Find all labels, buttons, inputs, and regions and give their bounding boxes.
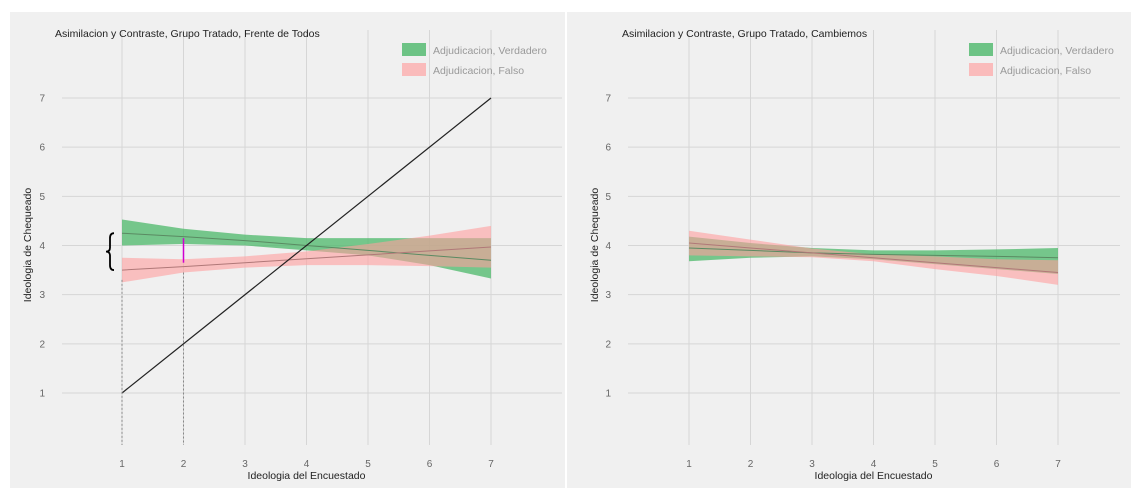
right-y-tick-label: 7 (605, 94, 611, 105)
right-y-tick-label: 3 (605, 290, 611, 301)
right-y-axis-label: Ideologia de Chequeado (589, 188, 601, 303)
left-y-axis-label: Ideologia de Chequeado (22, 188, 34, 303)
right-fit-line-verdadero (688, 247, 1059, 259)
right-chart-title: Asimilacion y Contraste, Grupo Tratado, … (622, 28, 867, 40)
left-x-tick-label: 3 (242, 459, 248, 470)
right-x-tick-label: 7 (1055, 459, 1061, 470)
left-y-tick-label: 2 (39, 339, 45, 350)
left-y-tick-label: 3 (39, 290, 45, 301)
right-y-tick-label: 5 (605, 192, 611, 203)
right-x-tick-label: 2 (748, 459, 754, 470)
right-x-tick-label: 6 (994, 459, 1000, 470)
right-y-tick-label: 2 (605, 339, 611, 350)
left-x-tick-label: 5 (365, 459, 371, 470)
right-y-tick-label: 4 (605, 241, 611, 252)
left-y-tick-label: 5 (39, 192, 45, 203)
left-chart-panel: 1 2 3 4 5 6 7 1 2 3 4 5 6 7 Asimilacion y Contraste, G… (22, 28, 562, 482)
left-y-tick-label: 7 (39, 94, 45, 105)
left-x-tick-label: 6 (427, 459, 433, 470)
left-legend-label-falso: Adjudicacion, Falso (433, 65, 524, 77)
right-legend-swatch-verdadero (969, 43, 993, 56)
left-legend-swatch-falso (402, 63, 426, 76)
right-legend-swatch-falso (969, 63, 993, 76)
left-x-tick-label: 4 (304, 459, 310, 470)
left-diagonal-reference-line (121, 97, 492, 394)
right-x-tick-label: 5 (932, 459, 938, 470)
left-x-tick-label: 7 (488, 459, 494, 470)
left-legend-swatch-verdadero (402, 43, 426, 56)
left-x-axis-label: Ideologia del Encuestado (248, 470, 366, 482)
left-chart-title: Asimilacion y Contraste, Grupo Tratado, … (55, 28, 320, 40)
right-x-tick-label: 1 (686, 459, 692, 470)
left-x-tick-label: 2 (181, 459, 187, 470)
left-fit-line-falso (121, 246, 492, 271)
right-x-tick-label: 4 (871, 459, 877, 470)
right-legend-label-falso: Adjudicacion, Falso (1000, 65, 1091, 77)
left-y-tick-label: 4 (39, 241, 45, 252)
right-fit-line-falso (688, 242, 1059, 274)
left-curly-brace (105, 232, 115, 271)
right-x-tick-label: 3 (809, 459, 815, 470)
right-y-tick-label: 6 (605, 143, 611, 154)
left-x-tick-label: 1 (119, 459, 125, 470)
right-chart-panel: 1 2 3 4 5 6 7 1 2 3 4 5 6 7 Asimilacion y Contraste, G… (589, 28, 1120, 482)
left-y-tick-label: 1 (39, 389, 45, 400)
left-band-verdadero (122, 219, 491, 279)
left-y-tick-label: 6 (39, 143, 45, 154)
left-band-falso (122, 225, 491, 283)
right-x-axis-label: Ideologia del Encuestado (815, 470, 933, 482)
right-legend-label-verdadero: Adjudicacion, Verdadero (1000, 45, 1114, 57)
right-y-tick-label: 1 (605, 389, 611, 400)
left-legend-label-verdadero: Adjudicacion, Verdadero (433, 45, 547, 57)
